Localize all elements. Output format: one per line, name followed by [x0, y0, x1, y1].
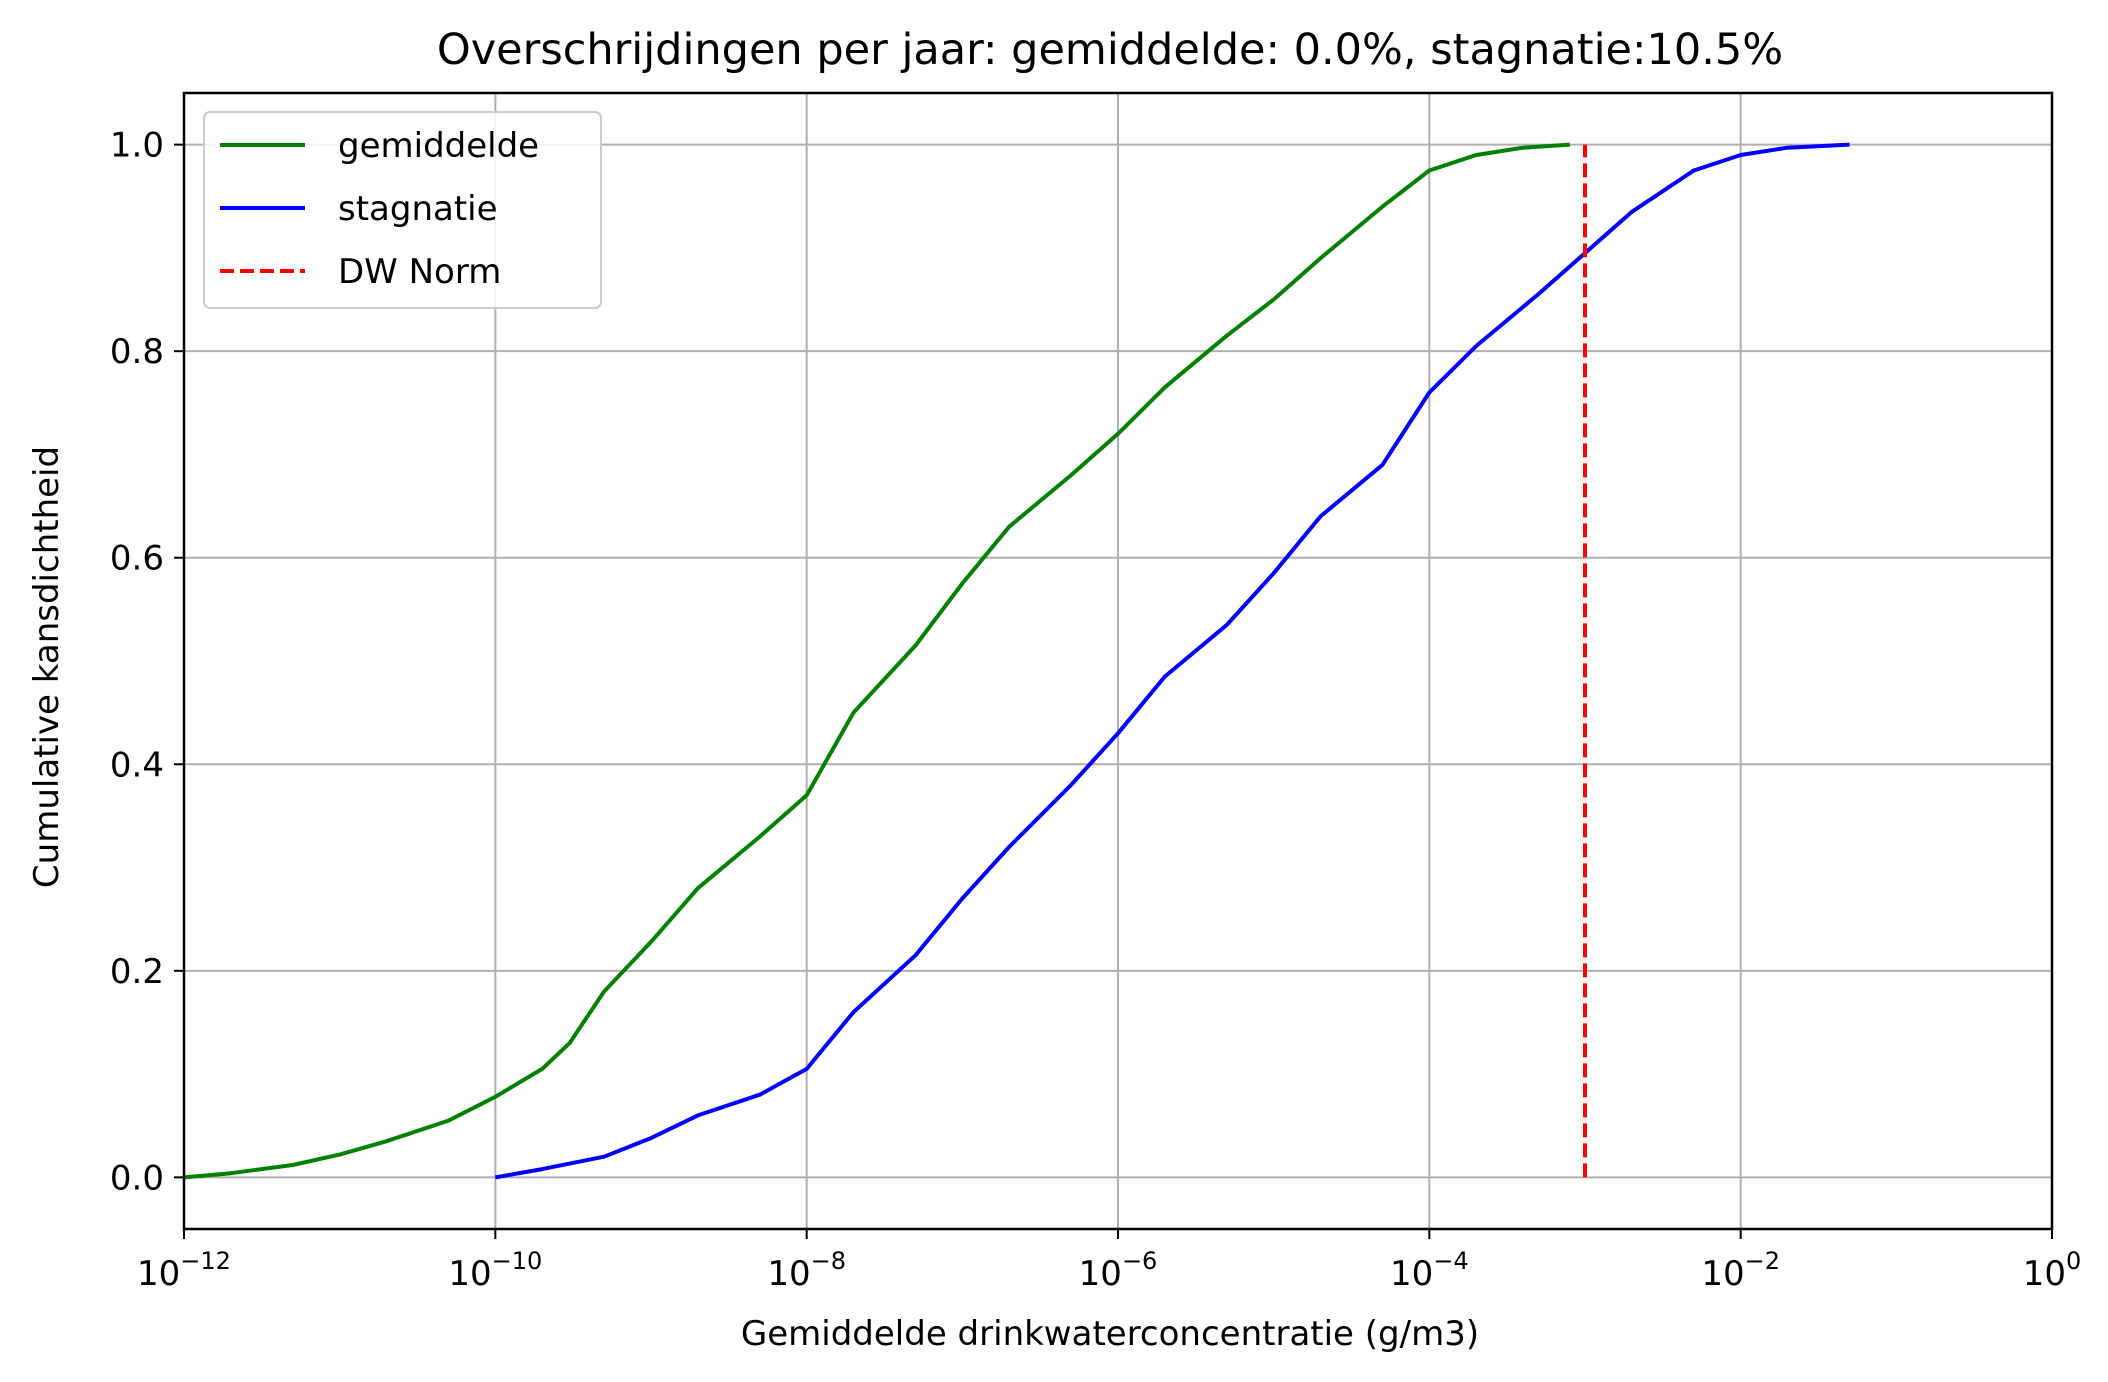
- x-tick-exponent: −12: [180, 1247, 231, 1275]
- x-tick-exponent: −10: [492, 1247, 543, 1275]
- x-tick-label: 10−8: [767, 1247, 846, 1294]
- y-tick-label: 0.8: [110, 332, 164, 372]
- series-line-stagnatie: [494, 142, 1850, 1180]
- x-tick-label: 10−2: [1701, 1247, 1780, 1294]
- y-tick-label: 0.4: [110, 745, 164, 785]
- x-tick-base: 10: [1079, 1254, 1122, 1294]
- y-tick-label: 1.0: [110, 126, 164, 166]
- x-tick-label: 10−6: [1079, 1247, 1158, 1294]
- x-tick-exponent: −8: [811, 1247, 846, 1275]
- legend-label-gemiddelde: gemiddelde: [338, 126, 539, 166]
- x-tick-base: 10: [1390, 1254, 1433, 1294]
- legend-box: [203, 111, 602, 309]
- grid-lines: [183, 93, 2053, 1229]
- x-tick-exponent: −4: [1433, 1247, 1468, 1275]
- legend-label-stagnatie: stagnatie: [338, 189, 498, 229]
- x-tick-label: 100: [2023, 1247, 2082, 1294]
- x-tick-base: 10: [1701, 1254, 1744, 1294]
- x-tick-base: 10: [137, 1254, 180, 1294]
- y-tick-label: 0.0: [110, 1158, 164, 1198]
- y-tick-label: 0.6: [110, 539, 164, 579]
- y-tick-label: 0.2: [110, 952, 164, 992]
- x-axis-label: Gemiddelde drinkwaterconcentratie (g/m3): [741, 1314, 1479, 1354]
- x-tick-base: 10: [2023, 1254, 2066, 1294]
- x-tick-exponent: −2: [1745, 1247, 1780, 1275]
- x-tick-label: 10−12: [137, 1247, 231, 1294]
- x-tick-exponent: 0: [2066, 1247, 2081, 1275]
- legend-label-dw-norm: DW Norm: [338, 252, 501, 292]
- axis-ticks: 10−12 10−10 10−8 10−6 10−4 10−2 1000.00.20.40.…: [110, 126, 2081, 1294]
- x-tick-exponent: −6: [1122, 1247, 1157, 1275]
- x-tick-base: 10: [767, 1254, 810, 1294]
- series-line-gemiddelde: [183, 142, 1571, 1180]
- x-tick-base: 10: [448, 1254, 491, 1294]
- y-axis-label: Cumulative kansdichtheid: [27, 446, 67, 888]
- legend: gemiddelde stagnatie DW Norm: [203, 111, 602, 309]
- x-tick-label: 10−4: [1390, 1247, 1469, 1294]
- chart-title: Overschrijdingen per jaar: gemiddelde: 0…: [437, 25, 1783, 75]
- plot-series: [183, 142, 1850, 1180]
- x-tick-label: 10−10: [448, 1247, 542, 1294]
